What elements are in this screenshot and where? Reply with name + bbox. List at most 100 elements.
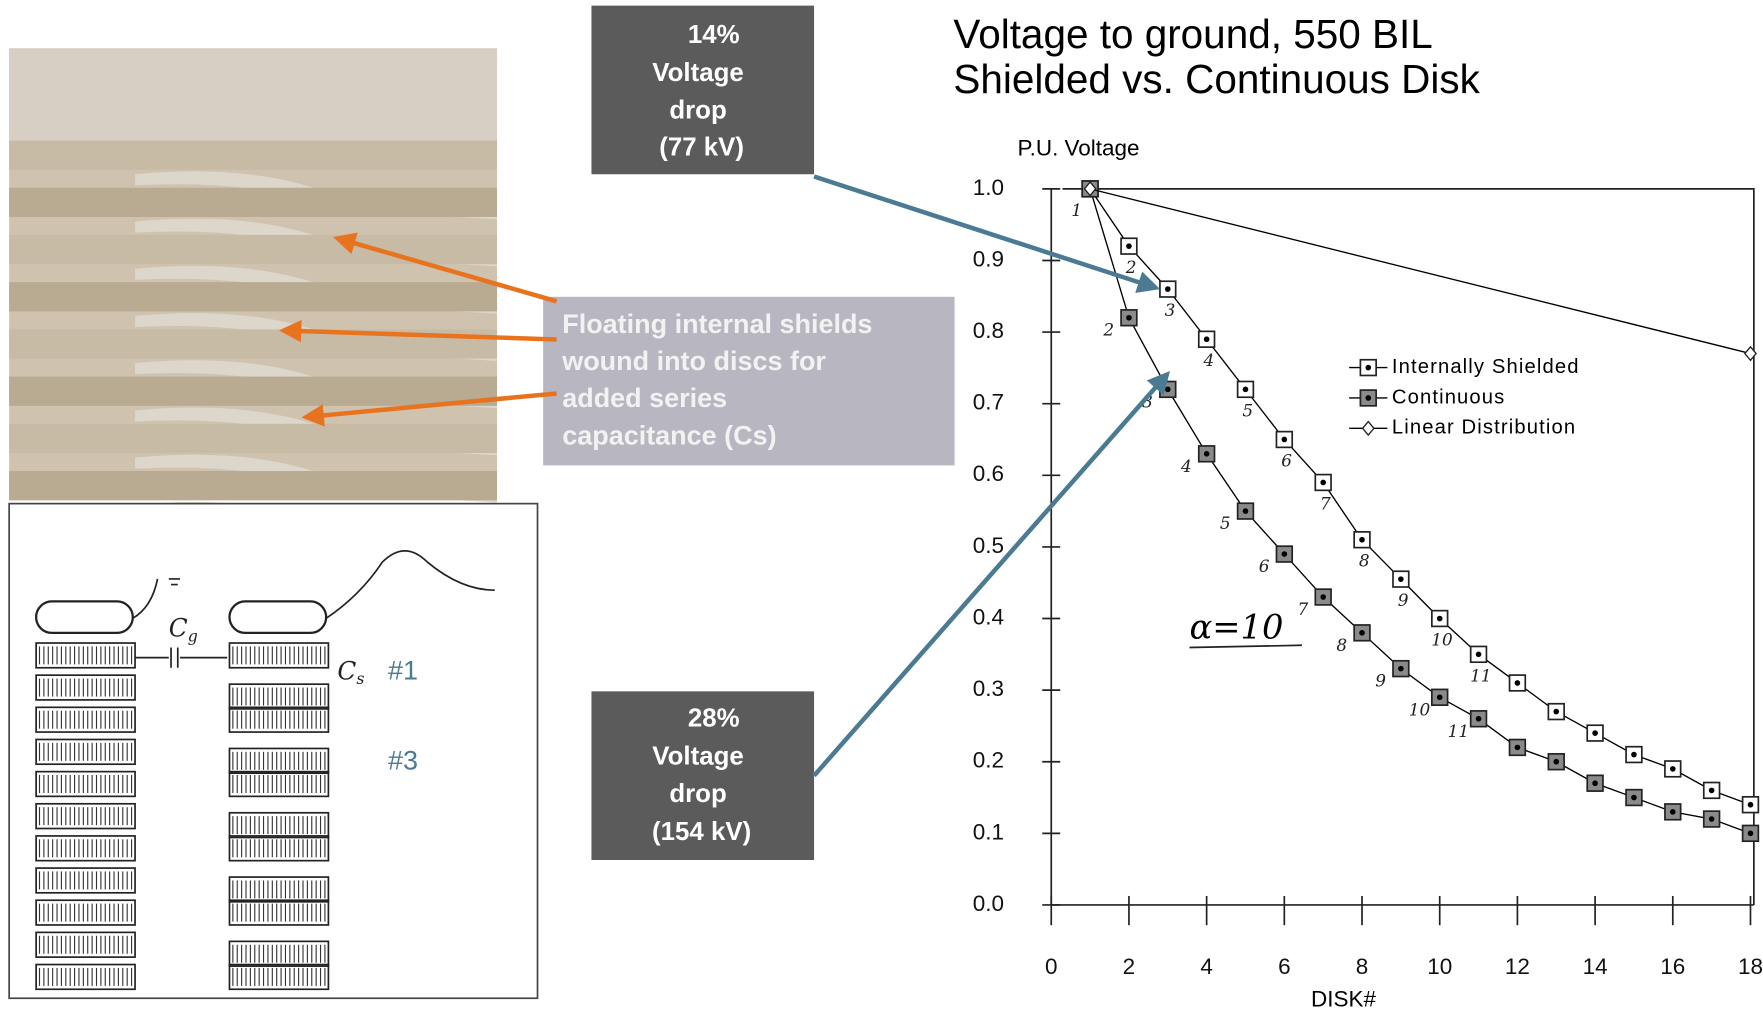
plot-frame	[1051, 189, 1754, 905]
x-tick-label: 12	[1505, 954, 1530, 979]
point-dot	[1243, 387, 1249, 393]
point-label: 9	[1375, 671, 1386, 691]
slide: Cg Cs #1 #3 Floating internal shields wo…	[0, 0, 1763, 1014]
point-dot	[1243, 508, 1249, 514]
y-tick-label: 0.7	[973, 390, 1004, 415]
point	[1121, 310, 1137, 326]
legend-marker	[1363, 422, 1374, 435]
point-dot	[1670, 809, 1676, 815]
point	[1393, 571, 1409, 587]
point-label: 10	[1409, 699, 1431, 719]
point	[1471, 646, 1487, 662]
point	[1665, 761, 1681, 777]
point-dot	[1476, 716, 1482, 722]
point-label: 6	[1259, 556, 1270, 576]
x-tick-label: 16	[1660, 954, 1685, 979]
point-dot	[1553, 759, 1559, 765]
disc-layer	[9, 471, 497, 500]
point	[1432, 689, 1448, 705]
point-label: 4	[1180, 456, 1192, 476]
point	[1471, 711, 1487, 727]
disc-layer	[9, 424, 497, 453]
point-dot	[1204, 336, 1210, 342]
legend-marker	[1360, 390, 1376, 406]
point-dot	[1592, 780, 1598, 786]
point	[1626, 790, 1642, 806]
point-dot	[1365, 365, 1371, 371]
series-line	[1090, 189, 1750, 833]
disc-layer	[9, 141, 497, 170]
point	[1704, 811, 1720, 827]
point-dot	[1631, 795, 1637, 801]
x-tick-label: 4	[1200, 954, 1213, 979]
y-tick-label: 0.2	[973, 748, 1004, 773]
point-dot	[1365, 395, 1371, 401]
point-label: 9	[1398, 590, 1409, 610]
point	[1510, 740, 1526, 756]
point	[1354, 532, 1370, 548]
point-dot	[1282, 437, 1288, 443]
legend-label: Internally Shielded	[1392, 356, 1580, 378]
x-tick-label: 10	[1427, 954, 1452, 979]
point-dot	[1204, 451, 1210, 457]
point-dot	[1320, 594, 1326, 600]
point-label: 11	[1470, 665, 1491, 685]
legend-label: Linear Distribution	[1392, 417, 1576, 439]
y-tick-label: 0.1	[973, 819, 1004, 844]
point-label: 4	[1203, 350, 1215, 370]
point	[1587, 775, 1603, 791]
chart-title: Shielded vs. Continuous Disk	[953, 56, 1480, 102]
winding-sketch: Cg Cs #1 #3	[9, 504, 537, 999]
y-tick-label: 1.0	[973, 175, 1004, 200]
disk-mark: #3	[388, 745, 418, 775]
series-line	[1090, 189, 1750, 354]
point-dot	[1126, 315, 1132, 321]
point-label: 7	[1320, 493, 1331, 513]
point-dot	[1553, 709, 1559, 715]
x-axis-label: DISK#	[1311, 986, 1376, 1011]
point-dot	[1398, 666, 1404, 672]
point	[1548, 704, 1564, 720]
point	[1276, 546, 1292, 562]
y-tick-label: 0.9	[973, 246, 1004, 271]
y-tick-label: 0.0	[973, 891, 1004, 916]
point-dot	[1165, 387, 1171, 393]
disc-layer	[9, 235, 497, 264]
point-dot	[1709, 788, 1715, 794]
point	[1743, 825, 1759, 841]
point-label: 10	[1431, 630, 1453, 650]
point-dot	[1748, 802, 1754, 808]
point	[1432, 611, 1448, 627]
legend-label: Continuous	[1392, 386, 1506, 408]
point	[1315, 589, 1331, 605]
point	[1238, 381, 1254, 397]
point	[1626, 747, 1642, 763]
y-tick-label: 0.3	[973, 676, 1004, 701]
point-dot	[1515, 745, 1521, 751]
point	[1665, 804, 1681, 820]
y-tick-label: 0.6	[973, 461, 1004, 486]
legend-marker	[1360, 360, 1376, 376]
y-tick-label: 0.5	[973, 533, 1004, 558]
x-tick-label: 18	[1738, 954, 1763, 979]
photo	[9, 48, 497, 549]
chart-title: Voltage to ground, 550 BIL	[953, 11, 1432, 57]
point-dot	[1476, 652, 1482, 658]
point-dot	[1515, 680, 1521, 686]
disk-mark: #1	[388, 655, 418, 685]
point-dot	[1709, 816, 1715, 822]
point-dot	[1165, 286, 1171, 292]
point-dot	[1437, 616, 1443, 622]
y-tick-label: 0.4	[973, 604, 1004, 629]
point-label: 8	[1336, 635, 1347, 655]
point	[1743, 797, 1759, 813]
annotation: α=10	[1190, 608, 1284, 647]
point-label: 3	[1165, 300, 1176, 320]
point-dot	[1748, 831, 1754, 837]
point-label: 2	[1102, 320, 1114, 340]
point-dot	[1359, 537, 1365, 543]
point	[1276, 432, 1292, 448]
point	[1160, 281, 1176, 297]
disc-layer	[9, 377, 497, 406]
